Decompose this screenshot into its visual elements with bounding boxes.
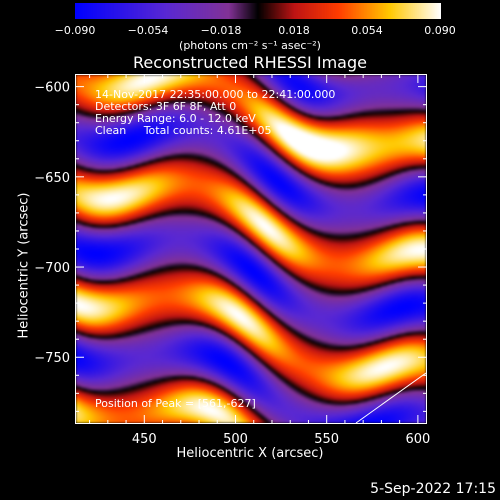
y-axis-label: Heliocentric Y (arcsec)	[16, 192, 32, 339]
detectors-text: Detectors: 3F 6F 8F, Att 0	[95, 100, 237, 113]
y-axis-tick-label: −750	[34, 351, 70, 366]
colorbar-unit: (photons cm⁻² s⁻¹ asec⁻²)	[179, 39, 321, 52]
x-axis-tick-label: 550	[314, 432, 339, 447]
x-axis-label: Heliocentric X (arcsec)	[176, 446, 324, 461]
colorbar-tick-label: −0.018	[200, 24, 242, 37]
y-axis-tick-label: −650	[34, 171, 70, 186]
plot-area: 14-Nov-2017 22:35:00.000 to 22:41:00.000…	[75, 74, 427, 424]
colorbar-tick-label: −0.054	[127, 24, 169, 37]
heatmap-image	[76, 75, 426, 423]
peak-position-text: Position of Peak = [561,-627]	[95, 397, 256, 410]
time-range-text: 14-Nov-2017 22:35:00.000 to 22:41:00.000	[95, 88, 336, 101]
x-axis-tick-label: 500	[223, 432, 248, 447]
solar-limb-line	[355, 372, 426, 423]
colorbar-tick-label: 0.054	[351, 24, 383, 37]
x-axis-tick-label: 450	[132, 432, 157, 447]
colorbar-gradient	[75, 3, 441, 19]
timestamp: 5-Sep-2022 17:15	[370, 481, 496, 497]
colorbar-tick-label: 0.018	[278, 24, 310, 37]
x-axis-tick-label: 600	[405, 432, 430, 447]
y-axis-tick-label: −700	[34, 261, 70, 276]
method-counts-text: Clean Total counts: 4.61E+05	[95, 124, 272, 137]
colorbar-tick-label: −0.090	[54, 24, 96, 37]
chart-title: Reconstructed RHESSI Image	[133, 53, 367, 72]
colorbar-tick-label: 0.090	[424, 24, 456, 37]
energy-range-text: Energy Range: 6.0 - 12.0 keV	[95, 112, 256, 125]
colorbar	[75, 3, 441, 19]
y-axis-tick-label: −600	[34, 81, 70, 96]
